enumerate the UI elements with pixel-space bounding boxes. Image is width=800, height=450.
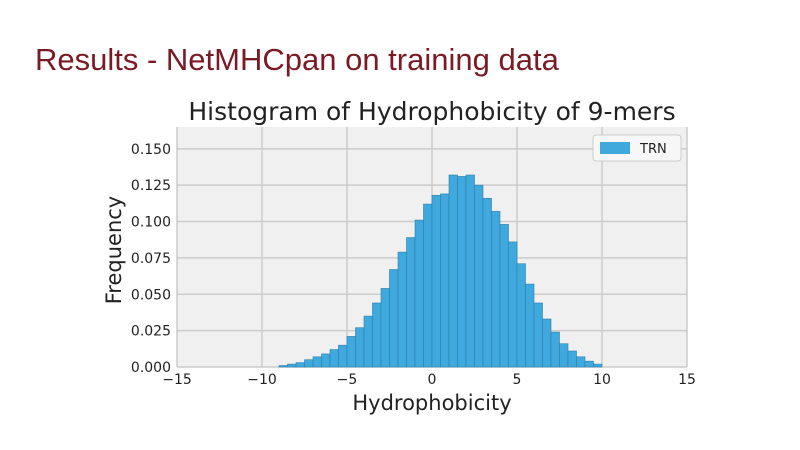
y-tick-label: 0.125 [131, 178, 171, 194]
y-axis-label: Frequency [102, 196, 126, 305]
histogram-bar [329, 349, 339, 368]
x-axis-ticks: −15 −10 −5 0 5 10 15 [162, 372, 696, 388]
y-tick-label: 0.000 [131, 360, 171, 376]
x-tick-label: 5 [513, 372, 522, 388]
histogram-bar [431, 195, 441, 368]
histogram-bar [287, 363, 297, 368]
y-axis-ticks: 0.000 0.025 0.050 0.075 0.100 0.125 0.150 [131, 142, 171, 376]
histogram-bar [304, 359, 314, 368]
histogram-bar [499, 224, 509, 368]
histogram-bar [584, 360, 594, 368]
histogram-bar [567, 350, 577, 368]
histogram-bar [508, 241, 518, 368]
histogram-bar [278, 365, 288, 368]
y-tick-label: 0.150 [131, 142, 171, 158]
histogram-bar [355, 327, 365, 368]
histogram-bar [593, 363, 603, 368]
histogram-bar [321, 353, 331, 368]
histogram-bar [474, 184, 484, 368]
slide-title: Results - NetMHCpan on training data [35, 42, 559, 77]
x-tick-label: 10 [593, 372, 611, 388]
histogram-bar [389, 269, 399, 368]
x-tick-label: 0 [428, 372, 437, 388]
histogram-bar [491, 211, 501, 368]
histogram-bar [363, 315, 373, 368]
y-tick-label: 0.100 [131, 215, 171, 231]
x-tick-label: −10 [247, 372, 277, 388]
legend-swatch [600, 142, 630, 154]
histogram-bar [457, 176, 467, 368]
y-tick-label: 0.075 [131, 251, 171, 267]
histogram-bar [406, 237, 416, 368]
histogram-bar [372, 302, 382, 368]
y-tick-label: 0.025 [131, 324, 171, 340]
histogram-bar [542, 318, 552, 368]
histogram-bar [576, 356, 586, 368]
histogram-bar [440, 193, 450, 368]
histogram-bar [482, 197, 492, 368]
histogram-bar [338, 344, 348, 368]
legend-box [592, 134, 682, 162]
histogram-bar [346, 336, 356, 368]
histogram-bar [312, 356, 322, 368]
histogram-bar [525, 283, 535, 368]
legend: TRN [592, 134, 682, 162]
y-tick-label: 0.050 [131, 287, 171, 303]
histogram-bar [550, 331, 560, 368]
x-tick-label: −5 [337, 372, 358, 388]
histogram-bar [397, 251, 407, 368]
histogram-bar [380, 288, 390, 368]
histogram-bar [423, 203, 433, 368]
legend-label: TRN [639, 142, 667, 157]
chart-title: Histogram of Hydrophobicity of 9-mers [188, 97, 675, 126]
x-tick-label: 15 [678, 372, 696, 388]
histogram-bar [295, 362, 305, 368]
histogram-bars [278, 174, 603, 368]
histogram-bar [414, 219, 424, 368]
histogram-bar [533, 302, 543, 368]
histogram-bar [516, 263, 526, 368]
histogram-bar [465, 174, 475, 368]
x-tick-label: −15 [162, 372, 192, 388]
histogram-bar [448, 174, 458, 368]
histogram-bar [559, 343, 569, 368]
x-axis-label: Hydrophobicity [352, 391, 511, 415]
